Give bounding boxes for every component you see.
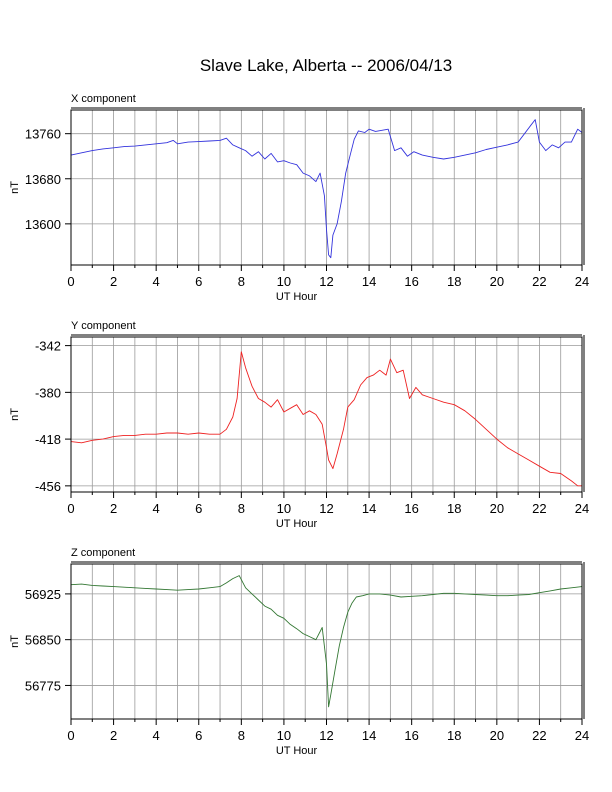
x-tick-label: 14 bbox=[362, 274, 376, 289]
x-tick-label: 12 bbox=[319, 501, 333, 516]
x-tick-label: 18 bbox=[447, 728, 461, 743]
x-axis-title: UT Hour bbox=[276, 518, 318, 530]
y-axis-title: nT bbox=[9, 408, 21, 421]
x-tick-label: 8 bbox=[238, 501, 245, 516]
component-label: Y component bbox=[71, 320, 136, 332]
y-tick-label: -456 bbox=[35, 479, 61, 494]
y-tick-label: -342 bbox=[35, 339, 61, 354]
y-axis-title: nT bbox=[9, 635, 21, 648]
series-line-3 bbox=[70, 575, 583, 708]
component-label: X component bbox=[71, 93, 136, 105]
x-tick-label: 6 bbox=[195, 274, 202, 289]
x-tick-label: 4 bbox=[153, 501, 160, 516]
x-tick-label: 8 bbox=[238, 274, 245, 289]
x-tick-label: 0 bbox=[67, 501, 74, 516]
x-tick-label: 6 bbox=[195, 728, 202, 743]
y-tick-label: -380 bbox=[35, 385, 61, 400]
y-tick-label: 56775 bbox=[25, 678, 61, 693]
x-tick-label: 0 bbox=[67, 728, 74, 743]
y-tick-label: 56850 bbox=[25, 633, 61, 648]
x-tick-label: 16 bbox=[404, 274, 418, 289]
y-tick-label: 56925 bbox=[25, 587, 61, 602]
x-tick-label: 24 bbox=[575, 728, 589, 743]
chart-title: Slave Lake, Alberta -- 2006/04/13 bbox=[199, 56, 453, 75]
x-tick-label: 12 bbox=[319, 274, 333, 289]
component-label: Z component bbox=[71, 547, 135, 559]
x-tick-label: 20 bbox=[490, 728, 504, 743]
x-tick-label: 2 bbox=[110, 274, 117, 289]
series-line-2 bbox=[70, 351, 582, 487]
x-tick-label: 18 bbox=[447, 274, 461, 289]
x-tick-label: 8 bbox=[238, 728, 245, 743]
x-tick-label: 16 bbox=[404, 501, 418, 516]
x-tick-label: 18 bbox=[447, 501, 461, 516]
x-tick-label: 24 bbox=[575, 274, 589, 289]
x-tick-label: 4 bbox=[153, 728, 160, 743]
x-tick-label: 14 bbox=[362, 501, 376, 516]
x-tick-label: 22 bbox=[532, 501, 546, 516]
x-tick-label: 20 bbox=[490, 501, 504, 516]
y-tick-label: 13600 bbox=[25, 217, 61, 232]
x-tick-label: 10 bbox=[277, 728, 291, 743]
x-tick-label: 24 bbox=[575, 501, 589, 516]
x-axis-title: UT Hour bbox=[276, 291, 318, 303]
x-tick-label: 10 bbox=[277, 274, 291, 289]
y-tick-label: -418 bbox=[35, 432, 61, 447]
x-axis-title: UT Hour bbox=[276, 745, 318, 757]
y-tick-label: 13680 bbox=[25, 172, 61, 187]
y-axis-title: nT bbox=[9, 181, 21, 194]
x-tick-label: 22 bbox=[532, 728, 546, 743]
x-tick-label: 12 bbox=[319, 728, 333, 743]
x-tick-label: 2 bbox=[110, 501, 117, 516]
y-tick-label: 13760 bbox=[25, 127, 61, 142]
x-tick-label: 0 bbox=[67, 274, 74, 289]
x-tick-label: 20 bbox=[490, 274, 504, 289]
x-tick-label: 16 bbox=[404, 728, 418, 743]
x-tick-label: 10 bbox=[277, 501, 291, 516]
x-tick-label: 2 bbox=[110, 728, 117, 743]
series-line-1 bbox=[70, 119, 583, 259]
x-tick-label: 4 bbox=[153, 274, 160, 289]
x-tick-label: 14 bbox=[362, 728, 376, 743]
x-tick-label: 6 bbox=[195, 501, 202, 516]
x-tick-label: 22 bbox=[532, 274, 546, 289]
